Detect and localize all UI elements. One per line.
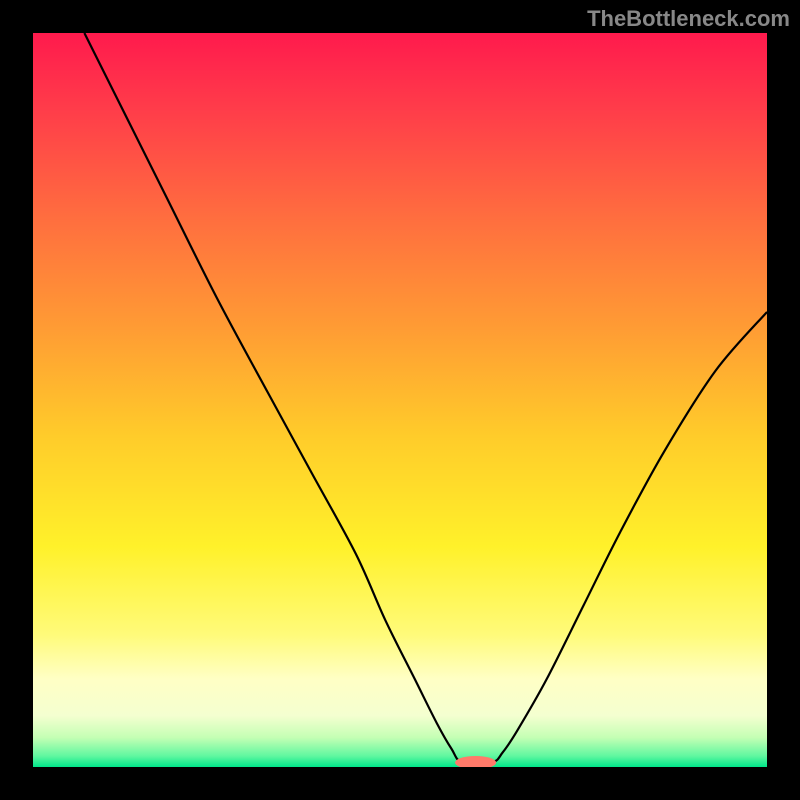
chart-container: TheBottleneck.com xyxy=(0,0,800,800)
bottleneck-curve-chart xyxy=(0,0,800,800)
optimal-point-marker xyxy=(455,756,496,769)
plot-background-gradient xyxy=(33,33,767,767)
